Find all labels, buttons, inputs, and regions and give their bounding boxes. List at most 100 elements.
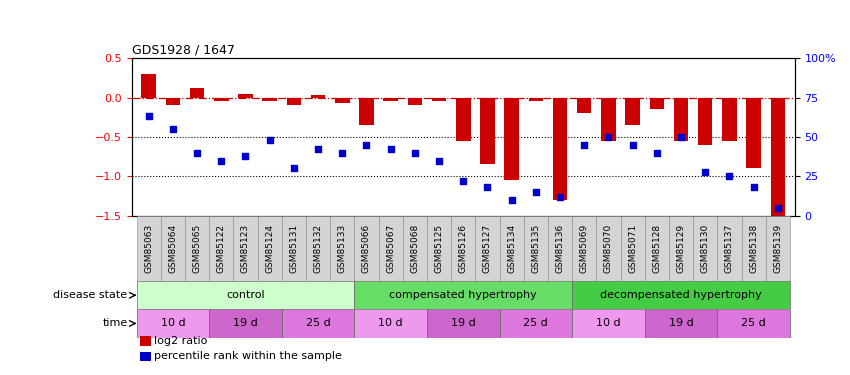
Bar: [360, 98, 374, 125]
Text: GSM85065: GSM85065: [193, 224, 201, 273]
Point: [433, 158, 446, 164]
Bar: [649, 98, 664, 109]
Point: [747, 184, 761, 190]
Point: [699, 168, 712, 174]
Point: [577, 142, 591, 148]
Text: disease state: disease state: [54, 290, 127, 300]
Bar: [403, 216, 427, 281]
Bar: [741, 216, 766, 281]
Point: [722, 173, 736, 179]
Point: [336, 150, 349, 156]
Text: GSM85123: GSM85123: [241, 224, 250, 273]
Bar: [209, 309, 281, 338]
Text: compensated hypertrophy: compensated hypertrophy: [389, 290, 537, 300]
Bar: [378, 216, 403, 281]
Bar: [504, 98, 518, 180]
Bar: [717, 309, 790, 338]
Bar: [141, 74, 156, 98]
Point: [408, 150, 422, 156]
Text: GSM85068: GSM85068: [411, 224, 419, 273]
Bar: [674, 98, 689, 141]
Bar: [572, 309, 645, 338]
Point: [239, 153, 252, 159]
Bar: [166, 98, 180, 105]
Bar: [771, 98, 785, 220]
Text: GSM85131: GSM85131: [289, 224, 298, 273]
Text: 25 d: 25 d: [306, 318, 331, 328]
Point: [142, 113, 156, 119]
Point: [384, 147, 398, 153]
Bar: [427, 309, 500, 338]
Point: [674, 134, 688, 140]
Text: GSM85067: GSM85067: [386, 224, 395, 273]
Bar: [475, 216, 500, 281]
Point: [553, 194, 567, 200]
Bar: [698, 98, 712, 145]
Bar: [354, 309, 427, 338]
Text: GSM85125: GSM85125: [434, 224, 444, 273]
Point: [505, 197, 518, 203]
Text: percentile rank within the sample: percentile rank within the sample: [154, 351, 342, 361]
Bar: [601, 98, 615, 141]
Bar: [766, 216, 790, 281]
Bar: [717, 216, 741, 281]
Bar: [620, 216, 645, 281]
Text: 25 d: 25 d: [524, 318, 548, 328]
Text: GSM85066: GSM85066: [362, 224, 371, 273]
Bar: [500, 309, 572, 338]
Text: GSM85071: GSM85071: [628, 224, 638, 273]
Bar: [137, 281, 354, 309]
Text: log2 ratio: log2 ratio: [154, 336, 207, 346]
Text: GSM85127: GSM85127: [483, 224, 492, 273]
Text: 10 d: 10 d: [378, 318, 403, 328]
Text: GSM85124: GSM85124: [265, 224, 275, 273]
Bar: [161, 216, 185, 281]
Text: GSM85064: GSM85064: [168, 224, 178, 273]
Bar: [548, 216, 572, 281]
Bar: [427, 216, 451, 281]
Bar: [214, 98, 229, 102]
Text: GSM85137: GSM85137: [725, 224, 734, 273]
Point: [287, 165, 301, 171]
Point: [190, 150, 204, 156]
Bar: [529, 98, 543, 102]
Text: GSM85134: GSM85134: [507, 224, 516, 273]
Text: GDS1928 / 1647: GDS1928 / 1647: [132, 44, 235, 57]
Bar: [669, 216, 693, 281]
Bar: [746, 98, 761, 168]
Bar: [577, 98, 592, 113]
Text: GSM85138: GSM85138: [749, 224, 758, 273]
Bar: [524, 216, 548, 281]
Text: 25 d: 25 d: [741, 318, 766, 328]
Point: [626, 142, 639, 148]
Text: GSM85130: GSM85130: [700, 224, 710, 273]
Text: 10 d: 10 d: [596, 318, 620, 328]
Bar: [330, 216, 354, 281]
Text: GSM85136: GSM85136: [556, 224, 564, 273]
Text: GSM85135: GSM85135: [531, 224, 541, 273]
Point: [480, 184, 494, 190]
Bar: [185, 216, 209, 281]
Text: 19 d: 19 d: [669, 318, 694, 328]
Bar: [597, 216, 620, 281]
Point: [360, 142, 373, 148]
Point: [771, 205, 785, 211]
Bar: [286, 98, 301, 105]
Text: GSM85133: GSM85133: [337, 224, 347, 273]
Text: GSM85070: GSM85070: [604, 224, 613, 273]
Bar: [645, 216, 669, 281]
Text: GSM85063: GSM85063: [144, 224, 153, 273]
Point: [602, 134, 615, 140]
Text: control: control: [226, 290, 265, 300]
Bar: [722, 98, 737, 141]
Bar: [500, 216, 524, 281]
Bar: [552, 98, 567, 200]
Text: 19 d: 19 d: [233, 318, 258, 328]
Text: 19 d: 19 d: [450, 318, 476, 328]
Bar: [281, 309, 354, 338]
Bar: [281, 216, 306, 281]
Bar: [137, 309, 209, 338]
Point: [529, 189, 542, 195]
Text: GSM85126: GSM85126: [459, 224, 468, 273]
Text: decompensated hypertrophy: decompensated hypertrophy: [600, 290, 762, 300]
